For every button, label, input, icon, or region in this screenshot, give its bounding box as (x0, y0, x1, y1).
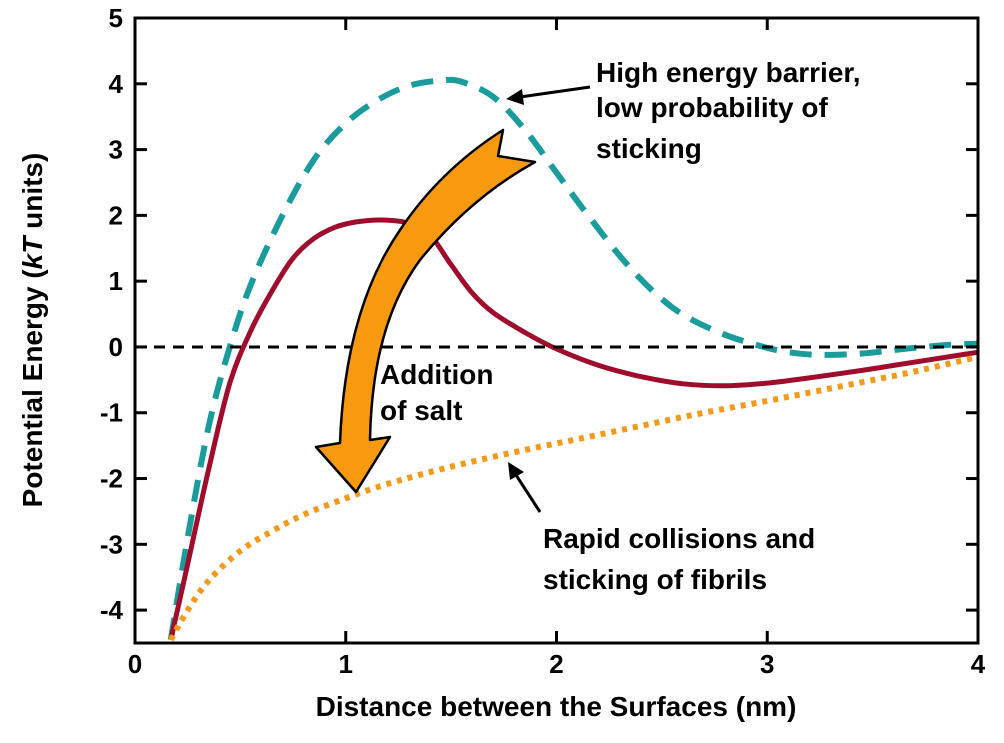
y-tick-label: -3 (100, 529, 123, 559)
y-tick-label: 4 (109, 69, 124, 99)
y-tick-label: 0 (109, 332, 123, 362)
barrier-annotation-line-1: High energy barrier, (596, 57, 861, 88)
x-tick-label: 3 (760, 649, 774, 679)
ticks-layer: 0 1 2 3 4 -4 -3 -2 -1 0 1 2 3 4 5 (100, 3, 986, 679)
x-tick-label: 4 (971, 649, 986, 679)
x-axis-title: Distance between the Surfaces (nm) (316, 691, 797, 722)
series-line-dotted (168, 353, 978, 642)
series-line-solid (168, 217, 978, 641)
y-tick-label: -1 (100, 398, 123, 428)
barrier-annotation-line-3: sticking (596, 133, 702, 164)
salt-annotation-line-1: Addition (380, 359, 494, 390)
y-axis-title: Potential Energy (kT units) (17, 153, 48, 508)
x-tick-label: 2 (549, 649, 563, 679)
collision-pointer-arrow (508, 462, 542, 513)
series-layer (167, 76, 978, 642)
y-axis-title-italic: kT (17, 234, 48, 270)
addition-of-salt-arrow (314, 128, 537, 494)
y-tick-label: 3 (109, 135, 123, 165)
barrier-annotation-line-2: low probability of (596, 92, 828, 123)
x-tick-label: 1 (339, 649, 353, 679)
y-tick-label: 2 (109, 200, 123, 230)
y-tick-label: 5 (109, 3, 123, 33)
collision-annotation-line-1: Rapid collisions and (543, 523, 815, 554)
barrier-pointer-arrow (506, 85, 591, 105)
y-tick-label: -2 (100, 464, 123, 494)
y-axis-title-suffix: units) (17, 153, 48, 237)
salt-arrow-layer (314, 128, 537, 494)
salt-annotation-line-2: of salt (380, 395, 462, 426)
y-tick-label: 1 (109, 266, 123, 296)
y-axis-title-prefix: Potential Energy ( (17, 269, 48, 508)
x-tick-label: 0 (128, 649, 142, 679)
series-line-dashed (167, 76, 978, 641)
collision-annotation-line-2: sticking of fibrils (543, 564, 767, 595)
y-tick-label: -4 (100, 595, 124, 625)
